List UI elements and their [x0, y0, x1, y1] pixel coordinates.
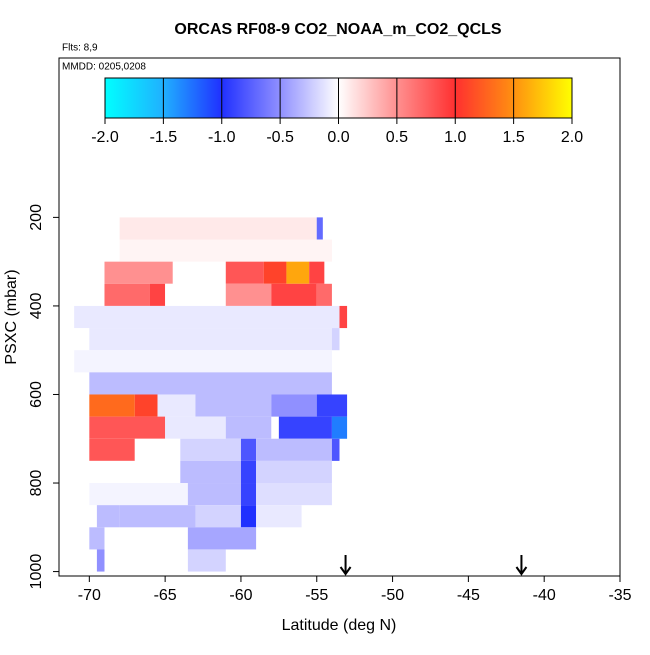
heat-cell: [240, 438, 257, 461]
chart-title: ORCAS RF08-9 CO2_NOAA_m_CO2_QCLS: [174, 21, 502, 38]
colorbar-tick-label: -0.5: [266, 129, 294, 146]
heat-cell: [240, 460, 257, 484]
heat-cell: [96, 549, 105, 572]
y-tick-label: 200: [28, 204, 45, 231]
heat-cell: [331, 416, 348, 439]
heat-cell: [165, 283, 226, 306]
heat-cell: [74, 350, 332, 373]
x-tick-label: -65: [154, 587, 177, 604]
heat-cell: [180, 460, 241, 484]
heat-cell: [225, 261, 264, 284]
y-axis-label: PSXC (mbar): [3, 269, 20, 364]
colorbar-tick-label: 0.5: [386, 129, 408, 146]
y-tick-label: 600: [28, 381, 45, 408]
heat-cell: [316, 283, 332, 306]
heat-cell: [195, 394, 272, 417]
heat-cell: [104, 283, 150, 306]
colorbar-tick-label: -1.5: [150, 129, 178, 146]
y-tick-label: 800: [28, 470, 45, 497]
colorbar-tick-label: -2.0: [91, 129, 119, 146]
heat-cell: [89, 527, 105, 550]
heat-cell: [316, 394, 348, 417]
heat-cell: [225, 416, 272, 439]
heat-cell: [89, 483, 188, 506]
x-tick-label: -50: [381, 587, 404, 604]
heat-cell: [256, 438, 332, 461]
x-axis-label: Latitude (deg N): [282, 617, 397, 634]
heat-cell: [240, 505, 257, 528]
marker-arrow: [339, 555, 352, 576]
heat-cell: [89, 460, 181, 484]
heat-cell: [263, 261, 287, 284]
colorbar-tick-label: 1.0: [444, 129, 466, 146]
heat-cell: [165, 416, 226, 439]
heat-cell: [119, 505, 196, 528]
colorbar-tick-label: -1.0: [208, 129, 236, 146]
heat-cell: [195, 505, 241, 528]
marker-arrow: [515, 555, 528, 576]
heat-cell: [225, 283, 272, 306]
heat-cell: [309, 261, 325, 284]
heat-cell: [149, 283, 166, 306]
heat-cell: [104, 261, 173, 284]
heat-cell: [271, 394, 317, 417]
heat-cell: [74, 305, 340, 329]
heat-cell: [89, 394, 135, 417]
x-tick-label: -70: [78, 587, 101, 604]
heat-cell: [256, 505, 302, 528]
heat-cell: [157, 394, 196, 417]
x-tick-label: -55: [305, 587, 328, 604]
colorbar-tick-label: 2.0: [561, 129, 583, 146]
colorbar-tick-label: 0.0: [327, 129, 349, 146]
y-tick-label: 400: [28, 292, 45, 319]
x-tick-label: -45: [457, 587, 480, 604]
heat-cell: [134, 438, 181, 461]
plot-frame: [58, 57, 621, 577]
heat-cell: [286, 261, 310, 284]
heat-cell: [331, 438, 340, 461]
heat-cell: [119, 239, 332, 262]
subtitle: Flts: 8,9: [62, 43, 98, 54]
x-tick-label: -60: [229, 587, 252, 604]
heat-cell: [316, 217, 323, 240]
heat-cell: [271, 283, 317, 306]
heat-cell: [119, 217, 317, 240]
colorbar-tick-label: 1.5: [503, 129, 525, 146]
x-tick-label: -40: [533, 587, 556, 604]
heat-cell: [187, 527, 257, 550]
heat-cell: [180, 438, 241, 461]
heat-cell: [134, 394, 158, 417]
heat-cell: [96, 505, 120, 528]
heat-cell: [89, 372, 332, 395]
heat-cell: [240, 483, 257, 506]
heat-cell: [331, 328, 340, 351]
annotation: MMDD: 0205,0208: [62, 62, 146, 73]
x-tick-label: -35: [608, 587, 631, 604]
heat-cell: [89, 438, 135, 461]
heat-cell: [339, 305, 348, 329]
heat-cell: [187, 483, 241, 506]
heat-cell: [256, 460, 332, 484]
heat-cell: [187, 549, 226, 572]
heat-cell: [278, 416, 332, 439]
heat-cell: [89, 416, 166, 439]
heat-cell: [256, 483, 332, 506]
y-tick-label: 1000: [28, 554, 45, 590]
heat-cell: [89, 328, 332, 351]
